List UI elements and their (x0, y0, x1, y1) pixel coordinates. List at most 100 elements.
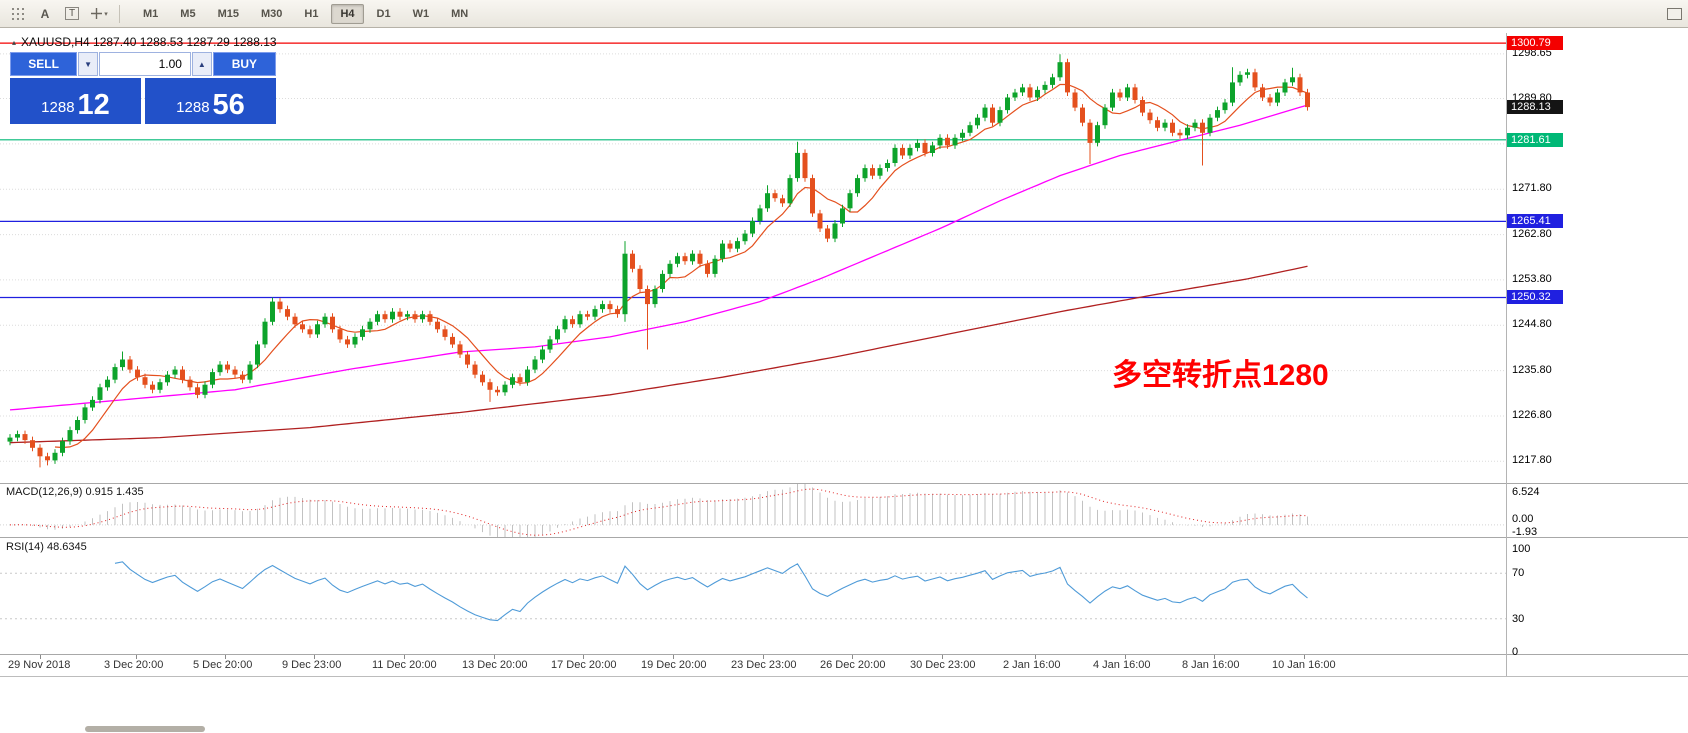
time-axis-tick (225, 655, 226, 659)
current-price-tag: 1288.13 (1507, 100, 1563, 114)
time-axis-label: 3 Dec 20:00 (104, 659, 164, 671)
timeframe-D1[interactable]: D1 (376, 7, 391, 20)
hline-price-tag[interactable]: 1265.41 (1507, 214, 1563, 228)
panel-separator (0, 654, 1688, 655)
chart-annotation-text: 多空转折点1280 (1112, 359, 1329, 392)
time-axis-label: 23 Dec 23:00 (731, 659, 797, 671)
time-axis-tick (1214, 655, 1215, 659)
chart-bottom-border (0, 676, 1688, 677)
buy-price-pips: 56 (212, 89, 245, 121)
crosshair-tool-button[interactable]: ▾ (87, 2, 111, 26)
price-axis-label: 1235.80 (1512, 364, 1552, 376)
hline-price-tag[interactable]: 1300.79 (1507, 36, 1563, 50)
panel-separator[interactable] (0, 537, 1688, 538)
crosshair-icon (91, 8, 103, 19)
price-chart-canvas[interactable] (0, 33, 1506, 483)
price-axis-label: 1262.80 (1512, 228, 1552, 240)
chevron-up-icon: ▲ (197, 59, 206, 69)
rsi-axis-label: 0 (1512, 646, 1519, 658)
rsi-axis-label: 100 (1512, 543, 1531, 555)
toolbar: A T ▾ M1 M5 M15 M30 H1 H4 D1 W1 MN (0, 0, 1688, 28)
time-axis-label: 4 Jan 16:00 (1093, 659, 1151, 671)
time-axis-label: 10 Jan 16:00 (1272, 659, 1336, 671)
chevron-down-icon: ▼ (84, 59, 93, 69)
macd-label: MACD(12,26,9) 0.915 1.435 (6, 486, 144, 498)
rsi-panel-canvas[interactable] (0, 538, 1506, 654)
macd-axis-label: 6.524 (1512, 486, 1540, 498)
time-axis-label: 5 Dec 20:00 (193, 659, 253, 671)
chevron-down-icon: ▾ (104, 10, 108, 18)
time-axis-tick (1125, 655, 1126, 659)
timeframe-M30[interactable]: M30 (260, 7, 283, 20)
buy-button[interactable]: BUY (212, 52, 276, 76)
time-axis-label: 17 Dec 20:00 (551, 659, 617, 671)
time-axis-tick (494, 655, 495, 659)
label-tool-button[interactable]: T (60, 2, 84, 26)
price-axis-label: 1253.80 (1512, 273, 1552, 285)
macd-axis-label: 0.00 (1512, 513, 1534, 525)
chart-collapse-icon: ▴ (12, 37, 17, 47)
trade-panel-prices: 1288 12 1288 56 (10, 78, 276, 124)
label-tool-icon: T (64, 7, 80, 20)
time-axis-tick (136, 655, 137, 659)
one-click-trade-panel: SELL ▼ ▲ BUY 1288 12 1288 56 (10, 52, 276, 124)
toolbar-separator (119, 4, 120, 23)
panel-separator[interactable] (0, 483, 1688, 484)
time-axis-label: 26 Dec 20:00 (820, 659, 886, 671)
window-icon[interactable] (1667, 7, 1682, 20)
time-axis-label: 19 Dec 20:00 (641, 659, 707, 671)
timeframe-MN[interactable]: MN (451, 7, 469, 20)
time-axis-tick (942, 655, 943, 659)
price-axis-label: 1226.80 (1512, 409, 1552, 421)
price-axis-label: 1217.80 (1512, 454, 1552, 466)
time-axis-tick (852, 655, 853, 659)
time-axis-label: 8 Jan 16:00 (1182, 659, 1240, 671)
text-tool-icon: A (40, 6, 50, 21)
timeframe-M1[interactable]: M1 (143, 7, 159, 20)
time-axis-label: 29 Nov 2018 (8, 659, 71, 671)
text-tool-button[interactable]: A (33, 2, 57, 26)
rsi-axis-label: 30 (1512, 613, 1525, 625)
timeframe-M15[interactable]: M15 (217, 7, 239, 20)
price-scale-border (1506, 33, 1507, 676)
timeframe-W1[interactable]: W1 (412, 7, 430, 20)
chart-title-text: XAUUSD,H4 1287.40 1288.53 1287.29 1288.1… (21, 35, 277, 49)
time-axis-tick (40, 655, 41, 659)
chart-title: ▴ XAUUSD,H4 1287.40 1288.53 1287.29 1288… (12, 35, 277, 49)
time-axis-tick (314, 655, 315, 659)
price-axis-label: 1298.65 (1512, 47, 1552, 59)
hline-price-tag[interactable]: 1250.32 (1507, 290, 1563, 304)
volume-increase-button[interactable]: ▲ (191, 52, 212, 76)
time-axis-tick (1304, 655, 1305, 659)
timeframe-H1[interactable]: H1 (304, 7, 319, 20)
time-axis-label: 2 Jan 16:00 (1003, 659, 1061, 671)
sell-price-base: 1288 (41, 99, 75, 116)
time-axis-tick (404, 655, 405, 659)
timeframe-bar: M1 M5 M15 M30 H1 H4 D1 W1 MN (134, 3, 477, 24)
macd-axis-label: -1.93 (1512, 526, 1538, 538)
hline-price-tag[interactable]: 1281.61 (1507, 133, 1563, 147)
time-axis-tick (583, 655, 584, 659)
price-axis-label: 1271.80 (1512, 182, 1552, 194)
sell-button[interactable]: SELL (10, 52, 78, 76)
timeframe-H4[interactable]: H4 (331, 3, 364, 24)
timeframe-M5[interactable]: M5 (180, 7, 196, 20)
time-axis-label: 13 Dec 20:00 (462, 659, 528, 671)
time-axis-label: 11 Dec 20:00 (372, 659, 437, 671)
time-axis-label: 30 Dec 23:00 (910, 659, 976, 671)
time-axis-tick (763, 655, 764, 659)
time-axis-label: 9 Dec 23:00 (282, 659, 342, 671)
rsi-axis-label: 70 (1512, 567, 1525, 579)
sell-price-display: 1288 12 (10, 78, 141, 124)
buy-price-display: 1288 56 (145, 78, 276, 124)
macd-panel-canvas[interactable] (0, 484, 1506, 537)
time-axis-tick (673, 655, 674, 659)
horizontal-scrollbar-thumb[interactable] (85, 726, 205, 732)
buy-price-base: 1288 (176, 99, 210, 116)
time-axis-tick (1035, 655, 1036, 659)
trade-panel-controls: SELL ▼ ▲ BUY (10, 52, 276, 76)
volume-input[interactable] (98, 52, 191, 76)
grid-tool-button[interactable] (6, 2, 30, 26)
sell-price-pips: 12 (77, 89, 110, 121)
volume-decrease-button[interactable]: ▼ (78, 52, 98, 76)
